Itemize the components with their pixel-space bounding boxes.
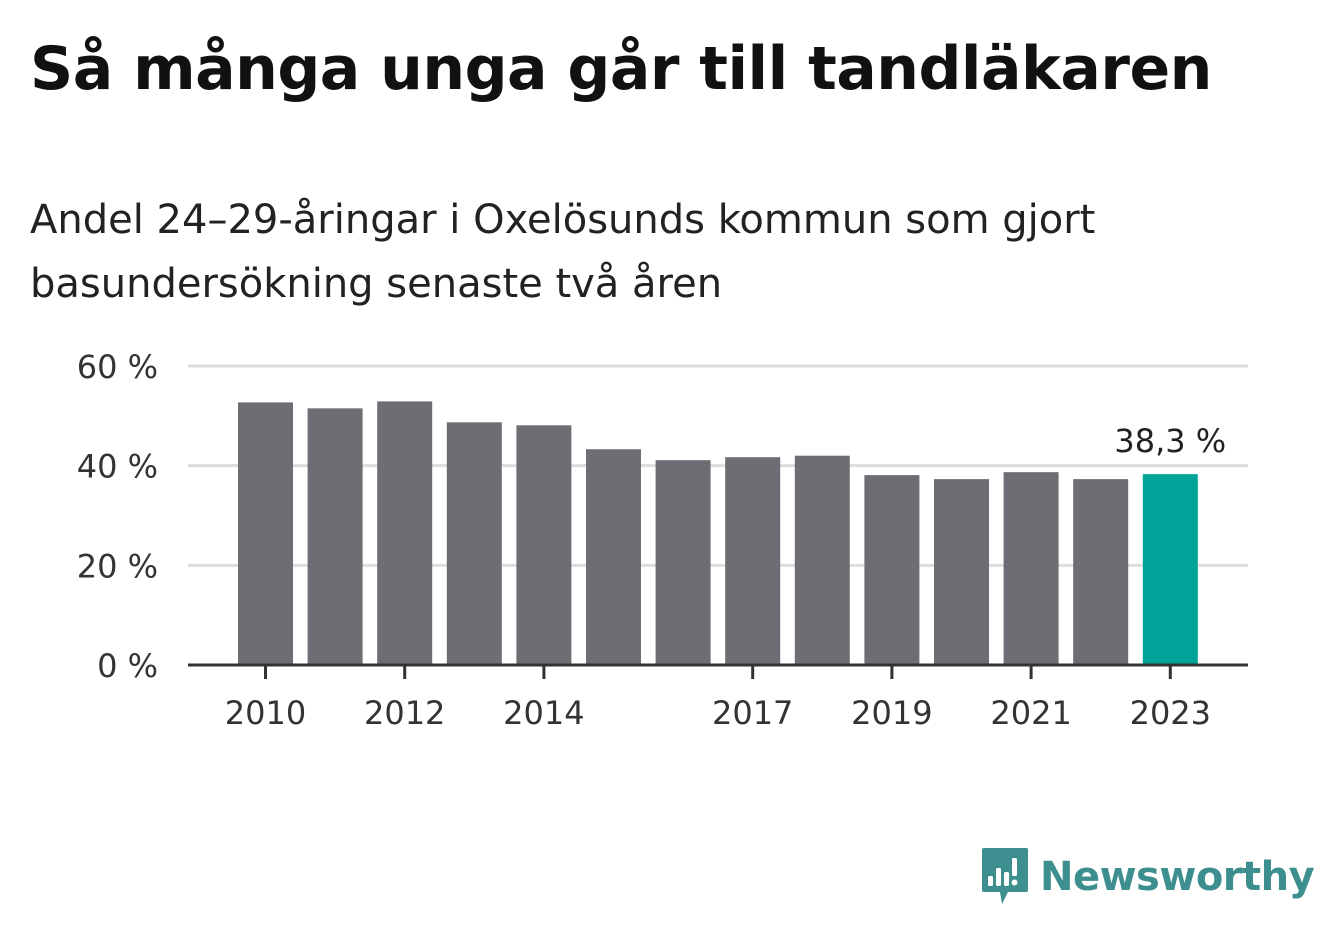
x-tick-label: 2010 (225, 694, 306, 732)
y-axis-tick-labels: 0 % 20 % 40 % 60 % (77, 348, 158, 685)
x-axis-tick-labels: 2010 2012 2014 2017 2019 2021 2023 (225, 694, 1211, 732)
bar-2021 (1003, 472, 1059, 665)
gridlines (188, 364, 1248, 567)
bar-2013 (446, 422, 502, 665)
y-tick-label: 20 % (77, 547, 158, 585)
bars (238, 401, 1198, 665)
y-tick-label: 60 % (77, 348, 158, 386)
chart-title: Så många unga går till tandläkaren (30, 34, 1212, 104)
newsworthy-logo-icon (982, 848, 1028, 904)
x-tick-label: 2017 (712, 694, 793, 732)
bar-chart: 0 % 20 % 40 % 60 % 2010 2012 2014 2017 2019 2021… (77, 348, 1248, 732)
data-label-2023: 38,3 % (1114, 422, 1226, 460)
bar-2015 (586, 449, 641, 665)
brand-name: Newsworthy (1040, 854, 1315, 900)
x-axis (188, 663, 1248, 679)
y-tick-label: 40 % (77, 448, 158, 486)
bar-2014 (516, 425, 572, 665)
bar-2020 (934, 479, 989, 665)
x-tick-label: 2014 (503, 694, 584, 732)
bar-2019 (864, 475, 920, 665)
x-tick-label: 2023 (1130, 694, 1211, 732)
bar-2023 (1142, 474, 1198, 665)
data-labels: 38,3 % (1114, 422, 1226, 460)
bar-2022 (1073, 479, 1129, 665)
bar-2012 (377, 401, 433, 665)
brand-logo: Newsworthy (980, 846, 1315, 908)
x-tick-label: 2021 (990, 694, 1071, 732)
y-tick-label: 0 % (97, 647, 158, 685)
bar-2011 (307, 408, 363, 665)
bar-2017 (725, 457, 781, 665)
chart-subtitle: Andel 24–29-åringar i Oxelösunds kommun … (30, 197, 1096, 307)
bar-2016 (655, 460, 711, 665)
x-tick-label: 2019 (851, 694, 932, 732)
bar-2010 (238, 402, 293, 665)
x-tick-label: 2012 (364, 694, 445, 732)
bar-2018 (794, 455, 850, 665)
